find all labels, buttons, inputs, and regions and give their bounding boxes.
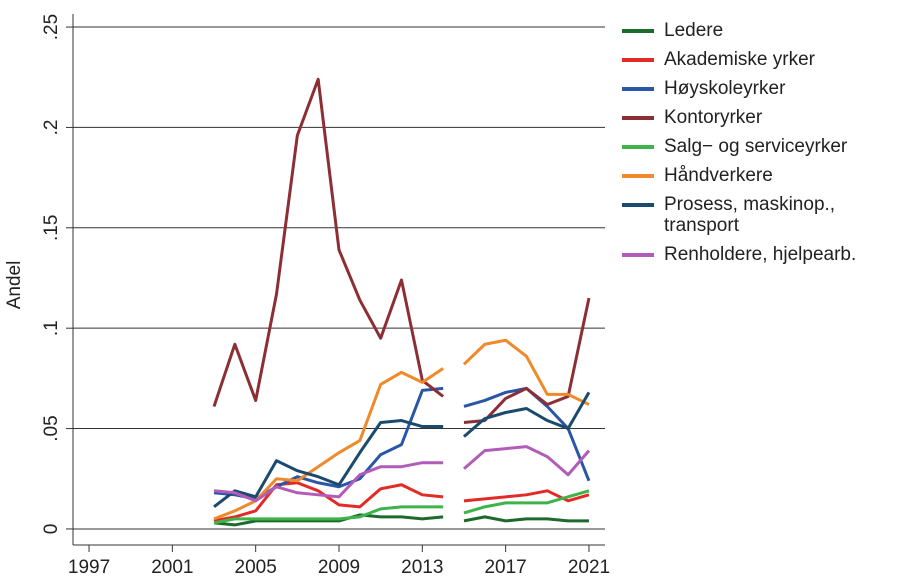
series-line: [212, 77, 591, 425]
legend-label: Akademiske yrker: [664, 49, 815, 70]
series-line: [213, 338, 590, 521]
y-axis-title: Andel: [4, 261, 25, 310]
legend-swatch: [622, 174, 654, 178]
series-line: [213, 489, 590, 525]
x-tick-label: 2021: [568, 557, 610, 578]
legend-label: Håndverkere: [664, 165, 773, 186]
y-tick-label: .25: [41, 14, 62, 40]
legend-item: Håndverkere: [622, 163, 892, 186]
legend-swatch: [622, 29, 654, 33]
x-tick-label: 1997: [68, 557, 110, 578]
x-tick-label: 2009: [318, 557, 360, 578]
legend-item: Akademiske yrker: [622, 47, 892, 70]
series-line: [213, 391, 591, 509]
y-tick-label: .05: [41, 415, 62, 441]
legend-item: Prosess, maskinop., transport: [622, 192, 892, 236]
legend-label: Prosess, maskinop., transport: [664, 194, 836, 236]
legend-swatch: [622, 145, 654, 149]
series-line: [213, 386, 591, 501]
legend-swatch: [622, 58, 654, 62]
y-tick-label: 0: [41, 524, 62, 535]
legend-label: Salg− og serviceyrker: [664, 136, 848, 157]
x-tick-label: 2005: [235, 557, 277, 578]
series-line: [213, 481, 590, 523]
legend-label: Kontoryrker: [664, 107, 763, 128]
legend-item: Renholdere, hjelpearb.: [622, 242, 892, 265]
legend-label: Høyskoleyrker: [664, 78, 786, 99]
legend-label: Ledere: [664, 20, 724, 41]
legend-swatch: [622, 203, 654, 207]
y-tick-label: .1: [41, 320, 62, 336]
series-line: [213, 445, 591, 503]
legend: Ledere Akademiske yrker Høyskoleyrker Konto…: [622, 18, 892, 271]
x-tick-label: 2013: [401, 557, 443, 578]
legend-item: Ledere: [622, 18, 892, 41]
legend-swatch: [622, 253, 654, 257]
series-line: [213, 513, 589, 527]
legend-item: Høyskoleyrker: [622, 76, 892, 99]
legend-swatch: [622, 116, 654, 120]
legend-item: Kontoryrker: [622, 105, 892, 128]
legend-label: Renholdere, hjelpearb.: [664, 244, 857, 265]
x-tick-label: 2001: [151, 557, 193, 578]
legend-item: Salg− og serviceyrker: [622, 134, 892, 157]
x-tick-label: 2017: [484, 557, 526, 578]
y-tick-label: .15: [41, 215, 62, 241]
y-tick-label: .2: [41, 119, 62, 135]
legend-swatch: [622, 87, 654, 91]
